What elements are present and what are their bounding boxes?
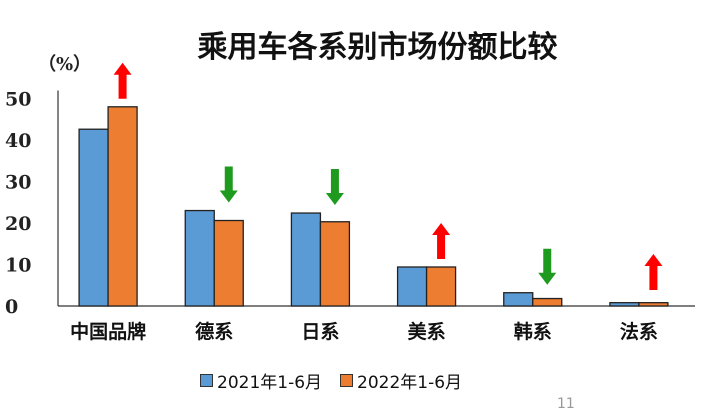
category-label: 日系: [301, 321, 339, 343]
y-axis-unit: （%）: [38, 54, 92, 75]
y-tick-label: 50: [5, 89, 31, 111]
arrow-down-icon: [219, 166, 238, 203]
legend-item-2021: 2021年1-6月: [200, 368, 322, 393]
y-tick-label: 30: [5, 172, 31, 194]
legend-swatch-2022: [340, 374, 354, 387]
arrow-up-icon: [644, 254, 663, 290]
legend-label-2022: 2022年1-6月: [357, 373, 463, 393]
bar-2022: [425, 266, 457, 307]
category-label: 法系: [620, 320, 658, 343]
arrow-down-icon: [325, 169, 344, 206]
y-tick-label: 10: [5, 255, 31, 277]
category-label: 韩系: [514, 320, 552, 343]
bar-2022: [213, 219, 244, 307]
category-label: 德系: [195, 320, 233, 343]
bar-2021: [503, 292, 534, 307]
category-label: 美系: [408, 320, 446, 343]
bar-2022: [319, 221, 351, 307]
legend: 2021年1-6月 2022年1-6月: [200, 368, 462, 393]
legend-item-2022: 2022年1-6月: [340, 368, 462, 393]
bar-2021: [78, 128, 109, 307]
page-number: 11: [557, 396, 575, 412]
y-tick-label: 0: [5, 296, 18, 318]
legend-swatch-2021: [200, 374, 213, 387]
bar-2021: [609, 302, 640, 307]
legend-label-2021: 2021年1-6月: [217, 373, 323, 393]
bar-2021: [396, 266, 428, 307]
chart-title: 乘用车各系别市场份额比较: [197, 30, 558, 65]
bar-2022: [532, 297, 563, 307]
bar-2021: [290, 212, 322, 307]
category-label: 中国品牌: [70, 320, 146, 343]
bar-2021: [184, 209, 215, 307]
y-tick-label: 20: [5, 213, 31, 235]
bar-2022: [107, 106, 138, 307]
arrow-down-icon: [538, 248, 557, 285]
bar-2022: [638, 302, 669, 307]
arrow-up-icon: [113, 62, 132, 99]
arrow-up-icon: [432, 222, 451, 259]
y-tick-label: 40: [5, 130, 31, 152]
